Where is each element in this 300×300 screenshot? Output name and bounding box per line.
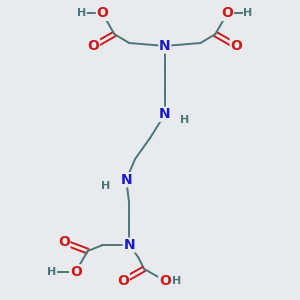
Text: H: H (180, 115, 189, 125)
Text: N: N (120, 173, 132, 187)
Text: H: H (101, 181, 110, 191)
Text: O: O (117, 274, 129, 288)
Text: O: O (58, 235, 70, 249)
Text: H: H (77, 8, 86, 18)
Text: N: N (159, 39, 171, 53)
Text: O: O (88, 39, 100, 53)
Text: O: O (70, 265, 82, 279)
Text: O: O (159, 274, 171, 288)
Text: H: H (47, 267, 56, 277)
Text: H: H (244, 8, 253, 18)
Text: N: N (123, 238, 135, 252)
Text: O: O (97, 6, 108, 20)
Text: O: O (221, 6, 233, 20)
Text: O: O (230, 39, 242, 53)
Text: N: N (159, 107, 171, 121)
Text: H: H (172, 276, 182, 286)
